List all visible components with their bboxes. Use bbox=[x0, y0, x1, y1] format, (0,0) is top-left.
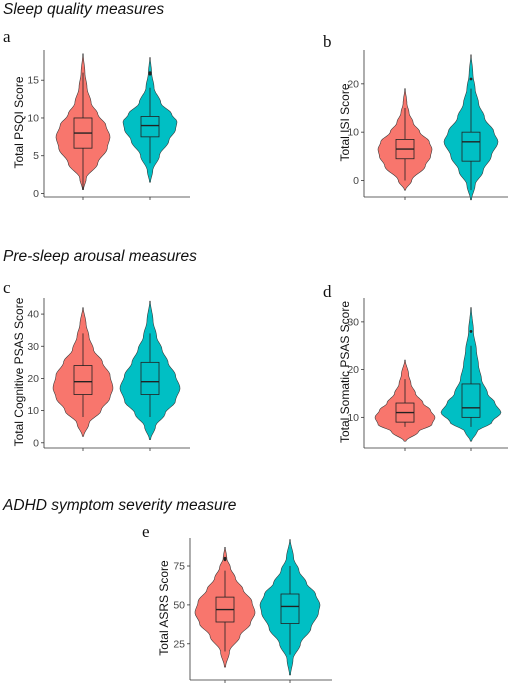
y-axis-label-d: Total Somatic PSAS Score bbox=[338, 301, 352, 443]
y-tick-label-c: 20 bbox=[27, 373, 39, 385]
violin-c-group-2 bbox=[119, 300, 181, 440]
y-tick-label-c: 10 bbox=[27, 405, 39, 417]
box-c-1 bbox=[73, 365, 93, 395]
y-tick-label-c: 0 bbox=[33, 437, 39, 449]
panel-label-e: e bbox=[142, 522, 150, 541]
panel-label-b: b bbox=[323, 32, 332, 51]
violin-e-group-1 bbox=[194, 547, 256, 668]
section-title-arousal: Pre-sleep arousal measures bbox=[3, 248, 197, 265]
y-tick-label-a: 0 bbox=[33, 188, 39, 200]
box-a-2 bbox=[140, 116, 160, 138]
y-tick-label-b: 20 bbox=[347, 78, 359, 90]
y-tick-label-b: 10 bbox=[347, 127, 359, 139]
box-d-2 bbox=[461, 383, 481, 418]
violin-a-group-2 bbox=[122, 57, 178, 183]
violin-c-group-1 bbox=[52, 307, 114, 437]
outlier-point-e-1 bbox=[223, 556, 227, 560]
y-tick-label-d: 10 bbox=[347, 412, 359, 424]
box-e-2 bbox=[280, 593, 300, 624]
y-tick-label-e: 25 bbox=[173, 638, 185, 650]
y-tick-label-c: 40 bbox=[27, 309, 39, 321]
y-tick-label-c: 30 bbox=[27, 341, 39, 353]
outlier-point-b-2 bbox=[469, 77, 473, 81]
y-tick-label-a: 15 bbox=[27, 75, 39, 87]
outlier-point-a-2 bbox=[148, 71, 152, 75]
outlier-point-d-2 bbox=[469, 330, 473, 333]
y-tick-label-d: 30 bbox=[347, 316, 359, 328]
y-tick-label-d: 20 bbox=[347, 364, 359, 376]
section-title-sleep: Sleep quality measures bbox=[3, 1, 165, 18]
box-c-2 bbox=[140, 361, 160, 395]
y-axis-label-a: Total PSQI Score bbox=[12, 76, 26, 168]
y-tick-label-e: 50 bbox=[173, 599, 185, 611]
violin-e-group-2 bbox=[259, 539, 321, 676]
y-tick-label-e: 75 bbox=[173, 561, 185, 573]
y-tick-label-a: 5 bbox=[33, 150, 39, 162]
panel-label-a: a bbox=[3, 27, 11, 46]
y-axis-label-e: Total ASRS Score bbox=[157, 560, 171, 656]
panel-label-d: d bbox=[323, 282, 332, 301]
box-b-2 bbox=[461, 131, 481, 162]
panel-label-c: c bbox=[3, 278, 11, 297]
y-tick-label-b: 0 bbox=[353, 175, 359, 187]
section-title-adhd: ADHD symptom severity measure bbox=[3, 497, 237, 514]
y-tick-label-a: 10 bbox=[27, 112, 39, 124]
y-axis-label-c: Total Cognitive PSAS Score bbox=[12, 297, 26, 446]
y-axis-label-b: Total ISI Score bbox=[338, 83, 352, 161]
violin-a-group-1 bbox=[55, 53, 111, 190]
